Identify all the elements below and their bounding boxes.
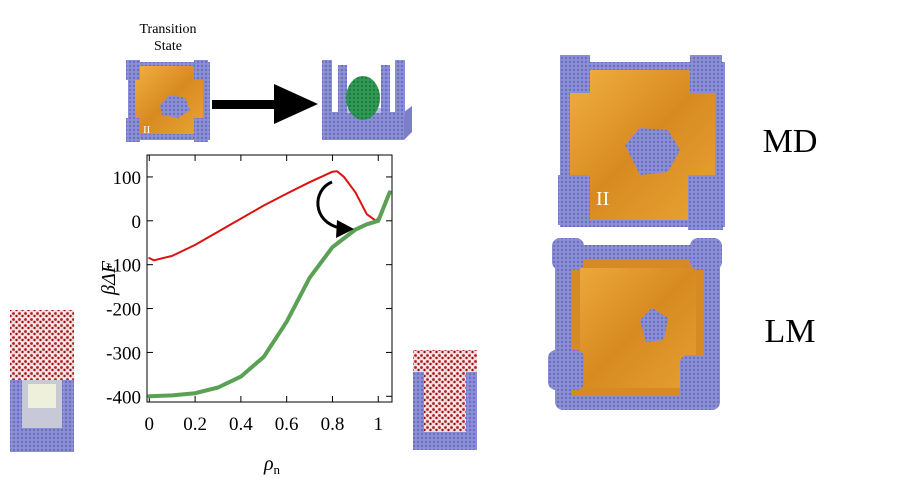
- transition-state-label-line1: Transition: [139, 22, 196, 37]
- x-tick-label: 0.4: [229, 414, 253, 435]
- x-tick-label: 0.8: [321, 414, 345, 435]
- lm-snapshot: [548, 238, 722, 410]
- y-tick-label: -200: [106, 300, 141, 321]
- curved-arrow-icon: [316, 180, 354, 238]
- x-tick-label: 0.2: [183, 414, 207, 435]
- free-energy-chart: 0 0.2 0.4 0.6 0.8 1 100 0 -100 -200 -300 -400 ρn βΔ…: [98, 154, 393, 477]
- y-tick-label: 100: [113, 168, 142, 189]
- x-tick-label: 0.6: [275, 414, 299, 435]
- y-axis-label: βΔF: [98, 260, 120, 296]
- transition-state-snapshot: II: [126, 60, 210, 142]
- roman-numeral-label: II: [143, 124, 151, 136]
- series-line-red: [148, 170, 387, 262]
- plot-frame: [146, 154, 393, 403]
- dry-pore-snapshot: [10, 310, 74, 452]
- x-axis-label: ρn: [263, 453, 281, 477]
- wet-pore-snapshot: [413, 350, 477, 450]
- lm-label: LM: [765, 313, 816, 350]
- y-tick-label: -100: [106, 256, 141, 277]
- transition-state-label-line2: State: [154, 39, 182, 54]
- series-line-green: [147, 190, 392, 399]
- x-tick-label: 0: [145, 414, 155, 435]
- md-label: MD: [763, 123, 818, 160]
- y-tick-label: -300: [106, 343, 141, 364]
- x-tick-label: 1: [374, 414, 384, 435]
- filled-pore-snapshot: [322, 60, 412, 140]
- md-roman-numeral-label: II: [596, 188, 609, 210]
- right-arrow-icon: [212, 84, 318, 124]
- md-snapshot: II: [558, 55, 725, 230]
- y-tick-label: -400: [106, 387, 141, 408]
- y-tick-label: 0: [132, 212, 142, 233]
